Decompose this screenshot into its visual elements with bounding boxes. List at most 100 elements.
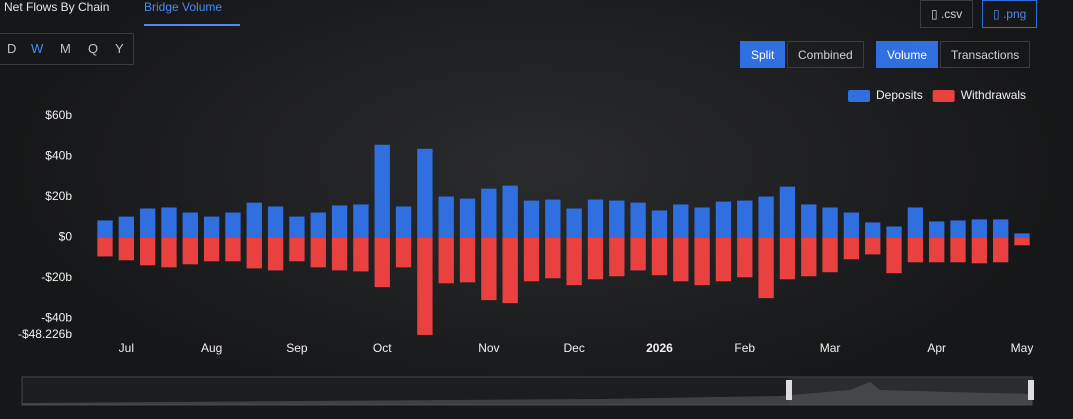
bar xyxy=(907,207,924,238)
bar xyxy=(950,237,966,263)
x-tick-label: May xyxy=(1011,341,1034,355)
bar xyxy=(417,148,433,238)
bar xyxy=(502,237,518,304)
toggle-active[interactable]: Volume xyxy=(876,41,939,68)
period-group xyxy=(0,33,134,65)
bar xyxy=(417,237,433,335)
bar xyxy=(758,196,774,238)
bar xyxy=(139,237,156,266)
bar xyxy=(566,237,582,286)
bar xyxy=(97,220,113,238)
bar xyxy=(609,237,625,277)
x-tick-label: Dec xyxy=(563,341,584,355)
x-tick-label: Sep xyxy=(286,341,308,355)
x-tick-label: Nov xyxy=(478,341,499,355)
bar xyxy=(843,212,860,238)
toggle[interactable]: Combined xyxy=(787,41,864,68)
export-button[interactable]: ▯ .png xyxy=(982,0,1038,28)
bar xyxy=(246,237,262,269)
bar xyxy=(395,206,412,238)
bar xyxy=(566,208,582,238)
toggle-active[interactable]: Split xyxy=(740,41,786,68)
bar xyxy=(865,222,881,238)
bar xyxy=(331,205,348,238)
bar xyxy=(779,237,796,280)
bar xyxy=(374,144,390,238)
x-tick-label: Jul xyxy=(119,341,134,355)
bar xyxy=(929,237,945,263)
y-tick-label: $60b xyxy=(45,108,72,122)
period[interactable]: M xyxy=(60,41,71,56)
y-tick-label: $0 xyxy=(59,230,73,244)
y-tick-label: $40b xyxy=(45,149,72,163)
bar xyxy=(992,219,1009,238)
bar xyxy=(801,204,817,238)
bar xyxy=(225,237,241,262)
scrubber-handle[interactable] xyxy=(786,380,792,400)
bar xyxy=(1014,237,1030,246)
bar xyxy=(758,237,774,299)
bar xyxy=(289,237,305,262)
bar xyxy=(459,198,476,238)
legend-swatch xyxy=(848,90,870,102)
x-tick-label: Oct xyxy=(373,341,392,355)
y-tick-label: -$20b xyxy=(41,270,72,284)
bar xyxy=(459,237,476,283)
tab-active[interactable]: Bridge Volume xyxy=(144,0,240,26)
bar xyxy=(822,237,838,273)
bar xyxy=(97,237,113,257)
bar xyxy=(246,202,262,238)
bar xyxy=(438,237,454,284)
bar xyxy=(161,207,177,238)
y-tick-label: -$40b xyxy=(41,311,72,325)
bar xyxy=(182,237,198,265)
bar xyxy=(267,206,284,238)
period[interactable]: Q xyxy=(88,41,99,56)
x-tick-label: Mar xyxy=(820,341,841,355)
bar xyxy=(673,204,689,238)
bar xyxy=(907,237,924,263)
bar xyxy=(865,237,881,255)
bar xyxy=(203,237,220,262)
period-active[interactable]: W xyxy=(31,41,44,56)
bar xyxy=(673,237,689,282)
export-button[interactable]: ▯ .csv xyxy=(920,0,974,28)
bar xyxy=(182,212,198,238)
bar xyxy=(331,237,348,271)
scrubber-preview xyxy=(22,382,1032,405)
bar xyxy=(438,196,454,238)
period[interactable]: D xyxy=(7,41,17,56)
bar xyxy=(609,200,625,238)
bar xyxy=(310,212,326,238)
bar xyxy=(502,185,518,238)
bar xyxy=(395,237,412,268)
toggle[interactable]: Transactions xyxy=(940,41,1031,68)
bar xyxy=(715,237,732,282)
bar xyxy=(523,237,540,282)
bar xyxy=(587,237,604,280)
bar xyxy=(929,221,945,238)
period[interactable]: Y xyxy=(115,41,124,56)
bar xyxy=(267,237,284,271)
bar xyxy=(481,237,497,301)
bar xyxy=(139,208,156,238)
bar xyxy=(630,237,646,271)
x-tick-label: Apr xyxy=(927,341,946,355)
bar xyxy=(523,200,540,238)
bar xyxy=(353,237,369,272)
export-label: .png xyxy=(1002,7,1027,21)
bar xyxy=(822,207,838,238)
x-tick-label: Feb xyxy=(734,341,755,355)
tab[interactable]: Net Flows By Chain xyxy=(4,0,110,14)
bar xyxy=(886,226,902,238)
bar xyxy=(801,237,817,277)
x-tick-label: 2026 xyxy=(646,341,673,355)
bar xyxy=(161,237,177,268)
bar xyxy=(715,201,732,238)
bar xyxy=(737,200,753,238)
legend-label: Withdrawals xyxy=(961,88,1026,102)
scrubber-handle[interactable] xyxy=(1028,380,1034,400)
bar xyxy=(353,204,369,238)
x-tick-label: Aug xyxy=(201,341,222,355)
